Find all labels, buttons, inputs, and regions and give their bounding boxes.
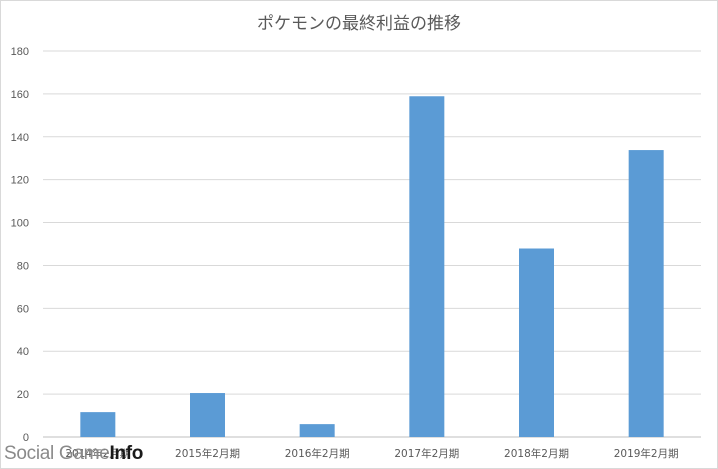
y-tick-label: 140 (11, 132, 29, 144)
y-tick-label: 20 (17, 389, 29, 401)
bar (628, 150, 664, 437)
x-tick-label: 2019年2月期 (614, 447, 679, 460)
watermark-suffix: Info (109, 443, 144, 464)
x-tick-label: 2016年2月期 (285, 447, 350, 460)
bar (519, 248, 554, 437)
y-tick-label: 40 (17, 346, 29, 358)
y-tick-label: 120 (11, 175, 29, 187)
bar (299, 424, 335, 437)
y-tick-label: 160 (11, 89, 29, 101)
gridlines (43, 50, 701, 438)
x-tick-label: 2014年2月期 (65, 447, 130, 460)
bar (80, 412, 116, 437)
y-tick-label: 0 (23, 432, 29, 444)
x-tick-label: 2017年2月期 (394, 447, 459, 460)
x-axis-ticks: 2014年2月期 2015年2月期 2016年2月期 2017年2月期 2018年2月期… (65, 447, 678, 460)
watermark-prefix: Social Game (4, 443, 110, 464)
bar (190, 393, 225, 437)
x-tick-label: 2015年2月期 (175, 447, 240, 460)
social-game-info-watermark: Social GameInfo (4, 441, 143, 467)
x-tick-label: 2018年2月期 (504, 447, 569, 460)
chart-title: ポケモンの最終利益の推移 (257, 14, 461, 34)
y-tick-label: 100 (11, 218, 29, 230)
y-tick-label: 80 (17, 260, 29, 272)
y-tick-label: 60 (17, 303, 29, 315)
bars (80, 96, 664, 438)
y-axis-ticks: 0 20 40 60 80 100 120 140 160 180 (11, 46, 29, 444)
bar (409, 96, 445, 438)
y-tick-label: 180 (11, 46, 29, 58)
